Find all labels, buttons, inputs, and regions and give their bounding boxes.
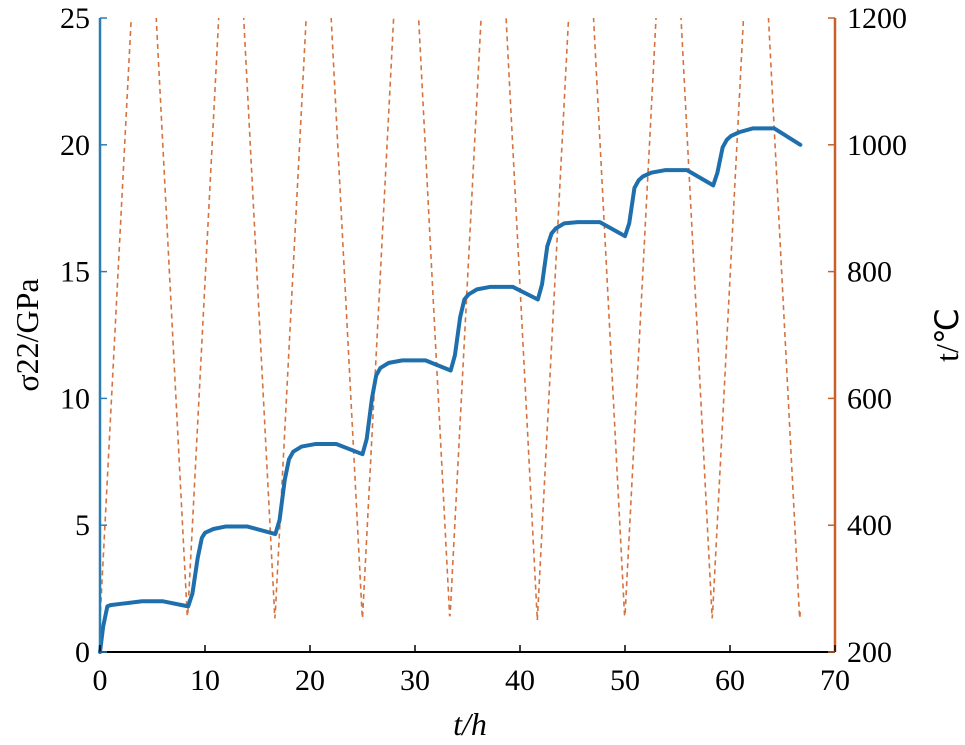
temperature-series-line <box>100 18 802 621</box>
y2-tick-label: 400 <box>847 509 892 542</box>
y2-tick-label: 1000 <box>847 129 907 162</box>
x-tick-label: 20 <box>295 664 325 697</box>
y-tick-label: 0 <box>75 636 90 669</box>
axes <box>98 17 837 653</box>
plot-lines <box>98 18 803 654</box>
y2-tick-label: 200 <box>847 636 892 669</box>
tick-labels: 0 10 20 30 40 50 60 70 0 5 10 15 20 25 200 400 600 800 100… <box>60 2 907 697</box>
x-tick-label: 40 <box>505 664 535 697</box>
y2-tick-label: 800 <box>847 256 892 289</box>
stress-series-line <box>98 126 803 654</box>
y2-tick-label: 1200 <box>847 2 907 35</box>
y-tick-label: 20 <box>60 129 90 162</box>
y-tick-label: 10 <box>60 382 90 415</box>
x-tick-label: 10 <box>190 664 220 697</box>
y-axis-label: σ22/GPa <box>9 278 45 391</box>
x-tick-label: 0 <box>93 664 108 697</box>
x-tick-label: 50 <box>610 664 640 697</box>
x-tick-label: 30 <box>400 664 430 697</box>
y2-axis-label: t/℃ <box>929 308 965 362</box>
x-tick-label: 60 <box>715 664 745 697</box>
y2-tick-label: 600 <box>847 382 892 415</box>
y-tick-label: 15 <box>60 256 90 289</box>
x-tick-label: 70 <box>820 664 850 697</box>
y-tick-label: 5 <box>75 509 90 542</box>
x-axis-label: t/h <box>453 706 487 742</box>
y-tick-label: 25 <box>60 2 90 35</box>
